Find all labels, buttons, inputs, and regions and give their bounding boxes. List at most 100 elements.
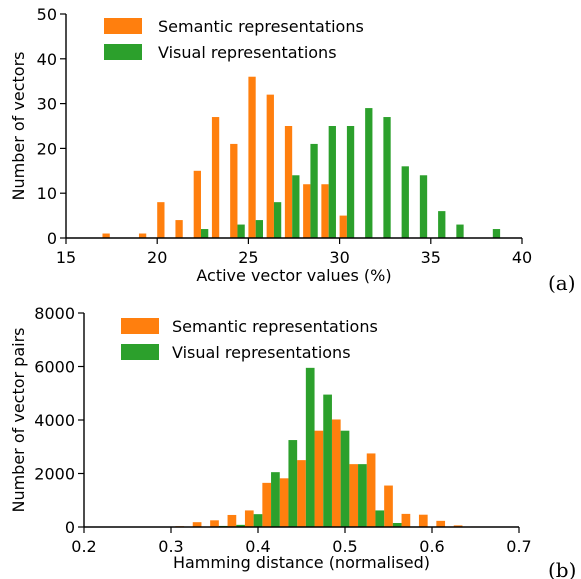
bar: [418, 514, 428, 527]
legend-label: Semantic representations: [158, 17, 364, 36]
bar: [349, 464, 359, 527]
bar: [236, 524, 245, 527]
legend-label: Visual representations: [172, 343, 351, 362]
bar: [303, 184, 311, 238]
x-tick-label: 0.2: [71, 537, 96, 556]
bar: [284, 126, 293, 238]
bar: [157, 202, 165, 238]
bar: [292, 175, 300, 238]
panel-a: 15 20 25 30 35 40 0 10 20 30 40 50 Active vector val…: [9, 5, 576, 295]
bar: [175, 220, 183, 238]
x-tick-label: 0.5: [332, 537, 357, 556]
x-axis-label: Hamming distance (normalised): [173, 553, 430, 572]
x-tick-label: 0.7: [506, 537, 531, 556]
bar: [210, 520, 219, 527]
bar: [200, 229, 209, 238]
bar: [314, 430, 324, 527]
bar: [310, 143, 318, 238]
x-tick-label: 35: [421, 248, 441, 267]
y-tick-label: 0: [47, 229, 57, 248]
bar: [456, 224, 464, 238]
series-visual-bars: [201, 367, 419, 527]
bar: [227, 514, 237, 527]
bar: [305, 367, 315, 527]
y-tick-label: 0: [65, 518, 75, 537]
bar: [248, 76, 256, 238]
bar: [321, 184, 329, 238]
bar: [192, 522, 202, 527]
x-tick-label: 30: [329, 248, 349, 267]
bar: [237, 224, 245, 238]
panel-b: 0.2 0.3 0.4 0.5 0.6 0.7 0 2000 4000 6000 8000 Hammi…: [9, 304, 576, 579]
bar: [383, 117, 391, 238]
bar: [401, 166, 409, 238]
bar: [340, 430, 350, 527]
series-semantic-bars: [102, 76, 347, 238]
bar: [419, 175, 428, 238]
y-tick-label: 20: [37, 139, 57, 158]
bar: [253, 514, 263, 527]
x-tick-label: 0.4: [245, 537, 270, 556]
bar: [366, 453, 376, 527]
bar: [271, 472, 280, 527]
bar: [438, 211, 446, 238]
y-tick-label: 30: [37, 95, 57, 114]
bar: [138, 233, 147, 238]
bar: [262, 482, 272, 527]
bar: [273, 202, 282, 238]
x-tick-label: 20: [147, 248, 167, 267]
bar: [392, 522, 402, 527]
panel-label: (b): [548, 558, 576, 579]
bar: [436, 520, 446, 527]
legend-swatch: [104, 18, 142, 34]
x-tick-label: 0.6: [419, 537, 444, 556]
legend: Semantic representations Visual represent…: [104, 17, 364, 62]
y-tick-label: 40: [37, 50, 57, 69]
bar: [346, 126, 355, 238]
series-semantic-bars: [175, 419, 480, 528]
bar: [375, 510, 385, 527]
bar: [230, 143, 238, 238]
bar: [365, 108, 373, 238]
y-axis-label: Number of vectors: [9, 52, 28, 201]
bar: [492, 229, 501, 238]
x-tick-label: 40: [512, 248, 532, 267]
legend-swatch: [121, 344, 159, 360]
bar: [266, 94, 274, 238]
bar: [288, 440, 298, 527]
x-tick-label: 25: [238, 248, 258, 267]
bar: [279, 478, 289, 527]
bar: [323, 394, 332, 527]
bar: [331, 419, 341, 527]
y-tick-label: 6000: [34, 358, 75, 377]
y-tick-label: 4000: [34, 411, 75, 430]
legend-label: Visual representations: [158, 43, 337, 62]
legend-swatch: [121, 318, 159, 334]
panel-label: (a): [548, 271, 576, 295]
x-tick-label: 15: [56, 248, 76, 267]
x-axis-label: Active vector values (%): [196, 266, 391, 285]
y-axis-label: Number of vector pairs: [9, 327, 28, 512]
x-tick-label: 0.3: [158, 537, 183, 556]
bar: [193, 170, 201, 238]
legend: Semantic representations Visual represent…: [121, 317, 378, 362]
bar: [401, 513, 411, 527]
y-tick-label: 2000: [34, 465, 75, 484]
bar: [255, 220, 263, 238]
bar: [102, 233, 110, 238]
bar: [244, 510, 254, 527]
legend-label: Semantic representations: [172, 317, 378, 336]
y-tick-label: 50: [37, 5, 57, 24]
series-visual-bars: [200, 108, 501, 238]
bar: [211, 117, 220, 238]
bar: [339, 215, 347, 238]
bar: [328, 126, 336, 238]
y-tick-label: 10: [37, 184, 57, 203]
bar: [358, 464, 367, 527]
y-tick-label: 8000: [34, 304, 75, 323]
legend-swatch: [104, 44, 142, 60]
bar: [384, 485, 393, 527]
bar: [453, 525, 463, 527]
bar: [297, 460, 306, 528]
